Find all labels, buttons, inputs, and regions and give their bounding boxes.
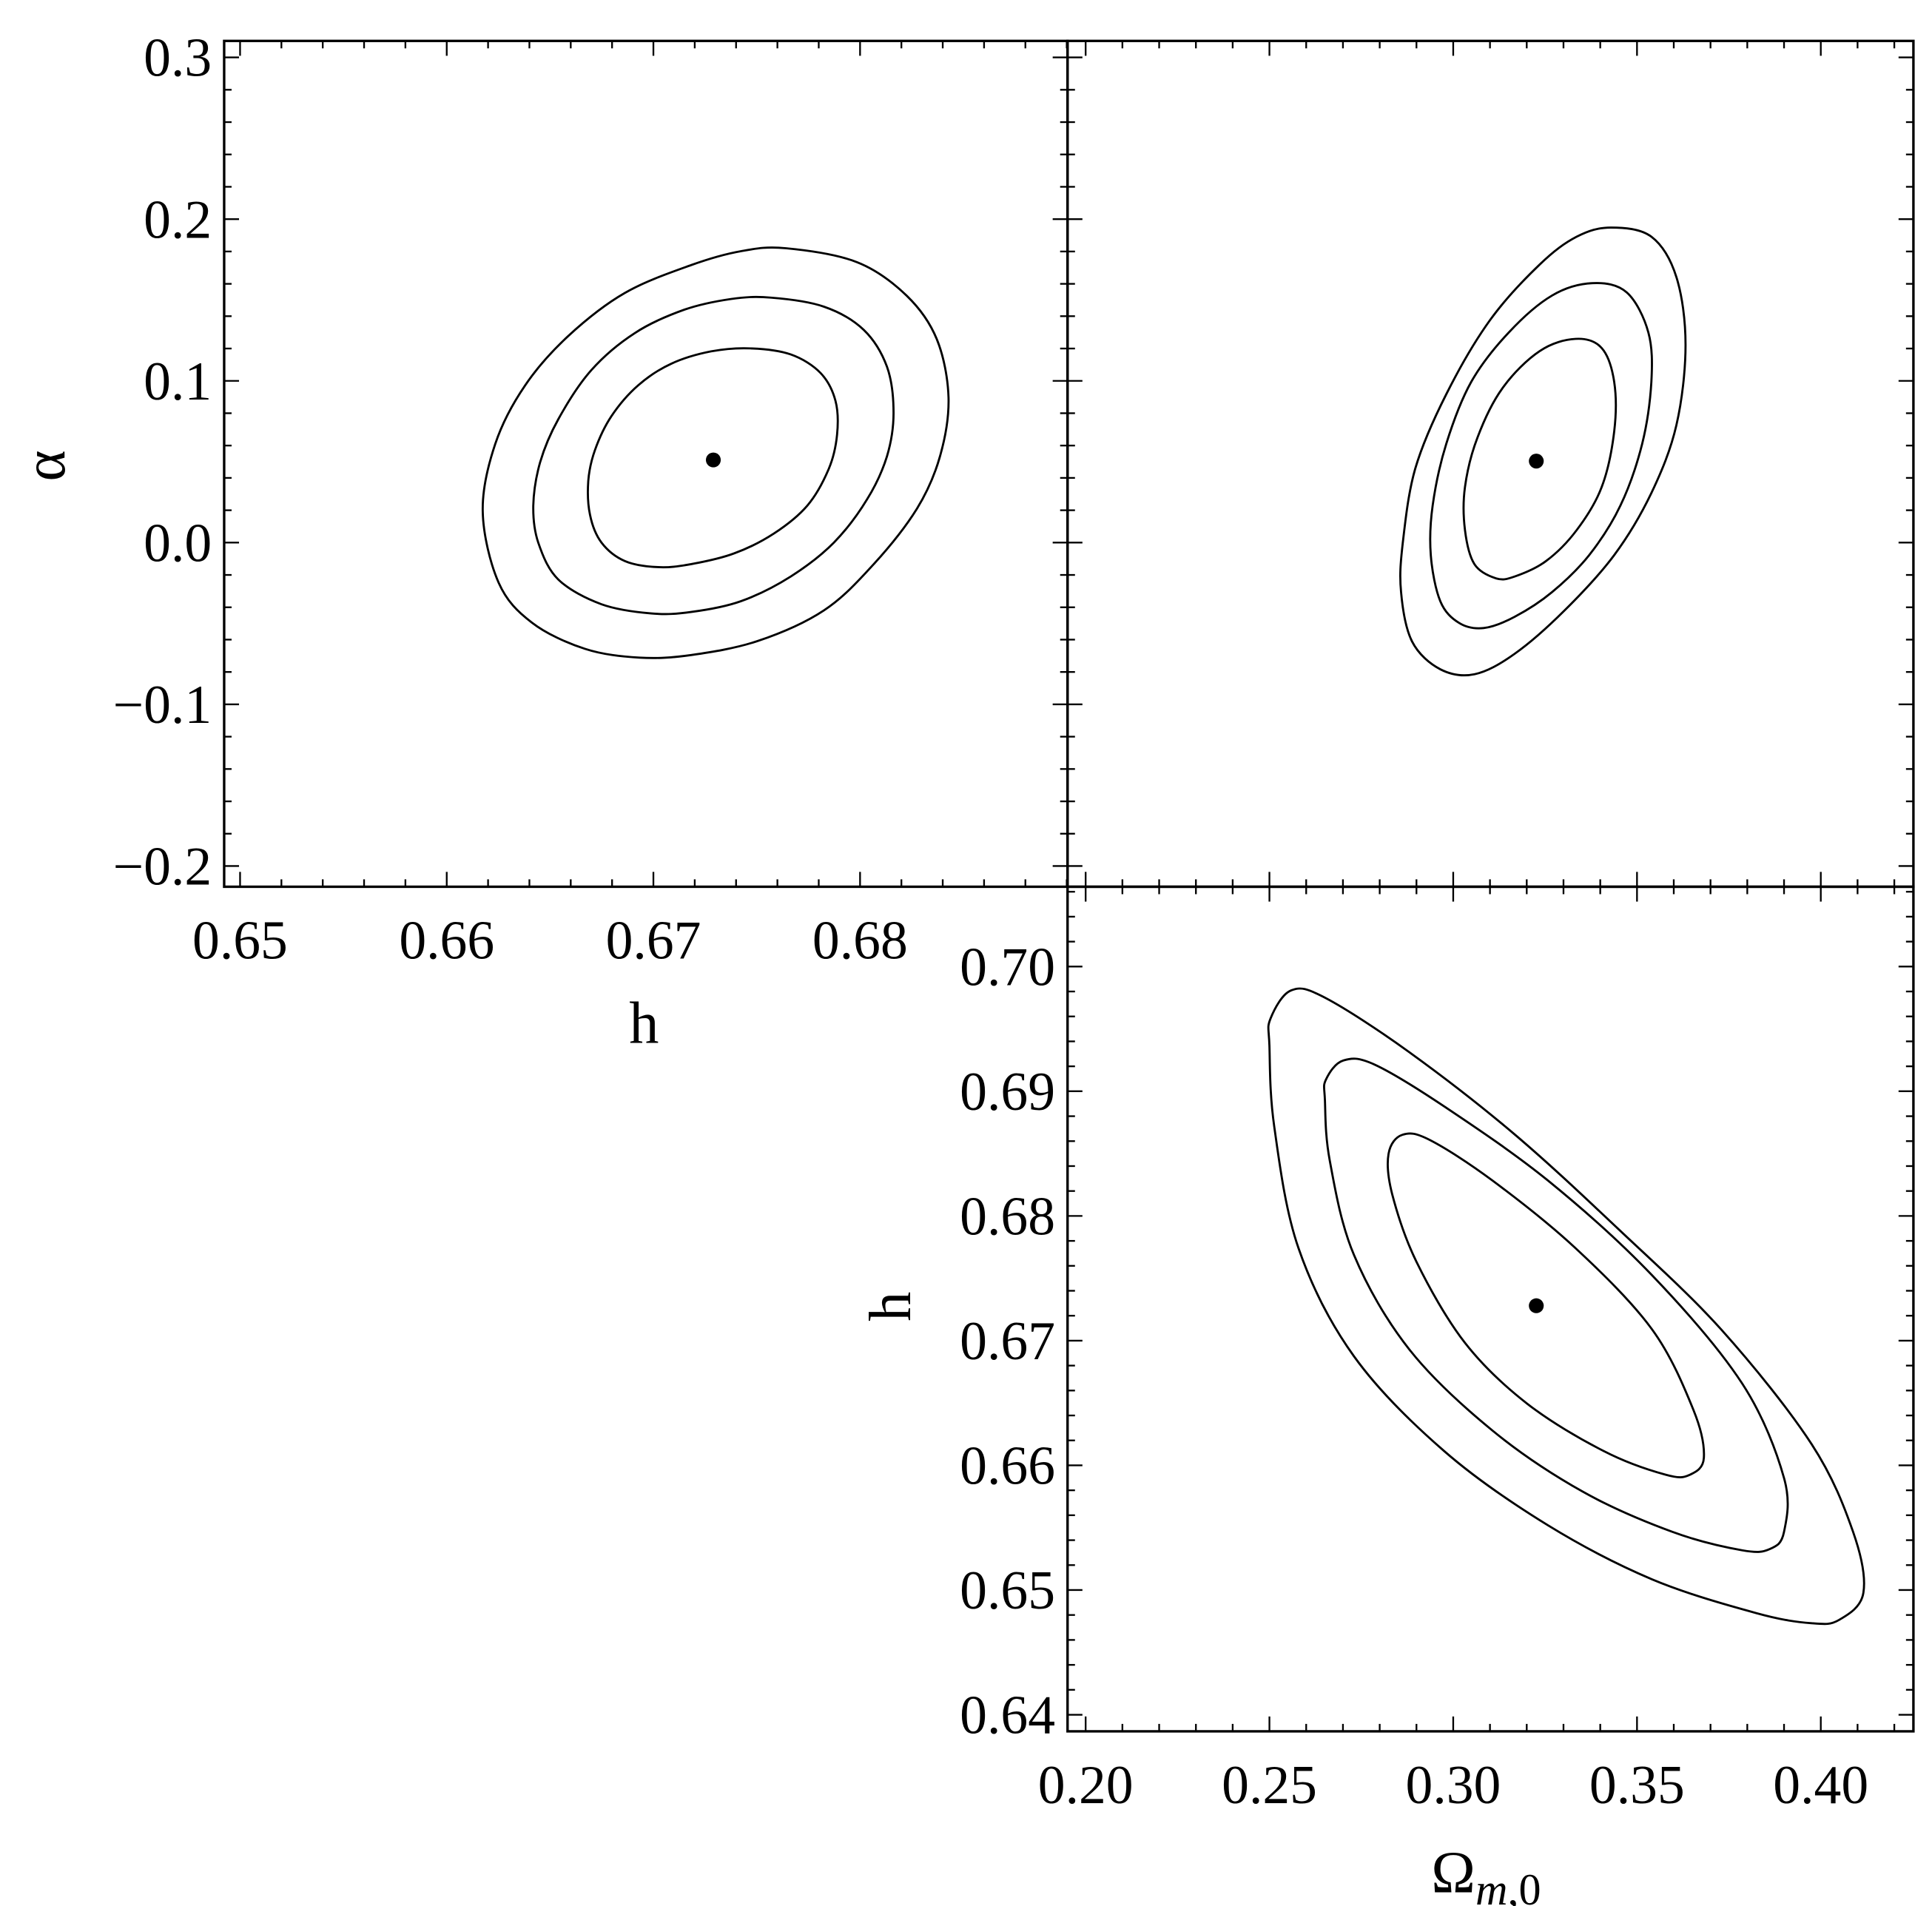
x-tick-label: 0.66 [399,910,494,971]
omega-symbol: Ω [1431,1840,1475,1906]
best-fit-point [705,452,721,468]
y-tick-label: 0.69 [960,1061,1055,1122]
y-tick-label: 0.2 [144,189,212,249]
y-tick-label: 0.1 [144,351,212,411]
y-axis-label-alpha: α [12,450,78,481]
axis-ticks [1067,41,1914,887]
confidence-contour-3σ [1267,987,1865,1626]
y-tick-label: 0.67 [960,1310,1055,1371]
best-fit-point [1529,454,1544,469]
y-tick-label: 0.3 [144,27,212,88]
panel-omega-vs-alpha [1066,39,1915,889]
x-tick-label: 0.25 [1222,1754,1317,1815]
x-tick-label: 0.65 [192,910,288,971]
panel-frame [1066,885,1915,1733]
panel-h-vs-alpha: 0.65 0.66 0.67 0.68 −0.2 −0.1 0.0 0.1 0.2 0.3 [113,27,1069,971]
y-tick-label: 0.68 [960,1185,1055,1246]
confidence-contour-2σ [1322,1057,1789,1553]
omega-subscript-m: m [1475,1865,1508,1906]
x-tick-label: 0.67 [606,910,701,971]
x-tick-label: 0.20 [1038,1754,1134,1815]
y-tick-label: −0.2 [113,836,212,897]
x-tick-label: 0.30 [1406,1754,1501,1815]
confidence-contour-1σ [1462,337,1618,581]
x-tick-label: 0.35 [1589,1754,1685,1815]
confidence-contour-1σ [1387,1132,1706,1479]
confidence-contour-3σ [481,246,950,659]
x-axis-label-omega-m0: Ωm,0 [1431,1840,1541,1906]
y-tick-label: −0.1 [113,674,212,735]
y-tick-label: 0.66 [960,1435,1055,1496]
y-tick-label: 0.64 [960,1685,1055,1745]
best-fit-point [1529,1298,1544,1313]
confidence-contour-1σ [587,347,839,569]
y-axis-label-h: h [858,1292,923,1321]
x-axis-label-h: h [629,990,659,1056]
y-tick-label: 0.65 [960,1560,1055,1620]
confidence-contour-2σ [532,295,895,616]
x-tick-label: 0.68 [812,910,908,971]
x-tick-label: 0.40 [1773,1754,1868,1815]
confidence-contour-2σ [1429,282,1653,630]
omega-subscript-zero: ,0 [1507,1865,1541,1906]
confidence-contour-3σ [1398,226,1687,677]
y-tick-label: 0.0 [144,512,212,573]
y-tick-label: 0.70 [960,936,1055,997]
panel-omega-vs-h: 0.20 0.25 0.30 0.35 0.40 0.64 0.65 0.66 0.67 0.68… [960,885,1915,1815]
